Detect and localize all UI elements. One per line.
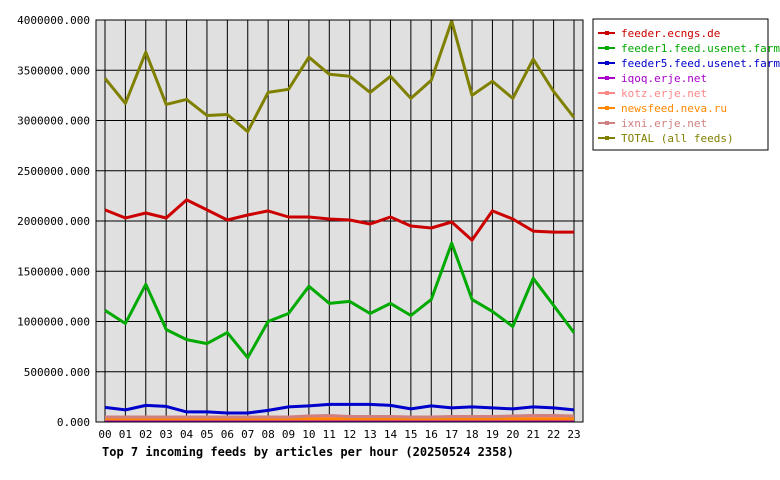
x-tick-label: 09 [282,428,295,441]
legend-label: feeder5.feed.usenet.farm [621,57,780,70]
series-line-6 [105,414,575,419]
legend-label: feeder.ecngs.de [621,27,720,40]
y-tick-label: 3500000.000 [17,64,90,77]
x-tick-label: 05 [200,428,213,441]
legend-box [592,18,769,151]
legend-label: feeder1.feed.usenet.farm [621,42,780,55]
x-tick-label: 03 [160,428,173,441]
legend-label: ixni.erje.net [621,117,707,130]
legend-marker [605,136,609,140]
x-tick-label: 02 [139,428,152,441]
legend-label: TOTAL (all feeds) [621,132,734,145]
legend-label: iqoq.erje.net [621,72,707,85]
legend-marker [605,121,609,125]
legend-label: newsfeed.neva.ru [621,102,727,115]
x-tick-label: 19 [486,428,499,441]
y-tick-label: 2000000.000 [17,215,90,228]
legend-marker [605,91,609,95]
x-tick-label: 23 [567,428,580,441]
x-tick-label: 14 [384,428,398,441]
legend-marker [605,76,609,80]
x-tick-label: 04 [180,428,194,441]
x-tick-label: 18 [465,428,478,441]
y-axis-ticks: 0.000 500000.000 1000000.000 1500000.000 200… [17,14,90,429]
x-tick-label: 12 [343,428,356,441]
y-tick-label: 2500000.000 [17,165,90,178]
series-line-1 [104,241,576,360]
y-tick-label: 0.000 [57,416,90,429]
x-tick-label: 07 [241,428,254,441]
x-tick-label: 01 [119,428,132,441]
y-tick-label: 1500000.000 [17,265,90,278]
series-line-7 [103,19,576,134]
x-tick-label: 13 [363,428,376,441]
x-tick-label: 17 [445,428,458,441]
series-line-0 [104,198,574,242]
series-lines [103,19,576,422]
legend-marker [605,31,609,35]
x-axis-ticks: 00 01 02 03 04 05 06 07 08 09 10 11 12 13 14 15 16 17 18 19… [98,428,580,441]
y-tick-label: 1000000.000 [17,316,90,329]
x-tick-label: 08 [262,428,275,441]
x-tick-label: 21 [527,428,540,441]
x-tick-label: 00 [98,428,111,441]
x-tick-label: 10 [302,428,315,441]
y-tick-label: 500000.000 [24,366,90,379]
x-tick-label: 06 [221,428,234,441]
legend-marker [605,46,609,50]
legend-label: kotz.erje.net [621,87,707,100]
x-tick-label: 16 [425,428,438,441]
series-line-2 [104,402,575,415]
y-tick-label: 3000000.000 [17,115,90,128]
x-tick-label: 11 [323,428,336,441]
x-tick-label: 15 [404,428,417,441]
chart-title: Top 7 incoming feeds by articles per hou… [102,445,514,459]
x-tick-label: 22 [547,428,560,441]
legend: feeder.ecngs.de feeder1.feed.usenet.farm f… [598,27,780,145]
legend-marker [605,106,609,110]
plot-border [95,19,584,423]
y-tick-label: 4000000.000 [17,14,90,27]
legend-marker [605,61,609,65]
x-tick-label: 20 [506,428,519,441]
